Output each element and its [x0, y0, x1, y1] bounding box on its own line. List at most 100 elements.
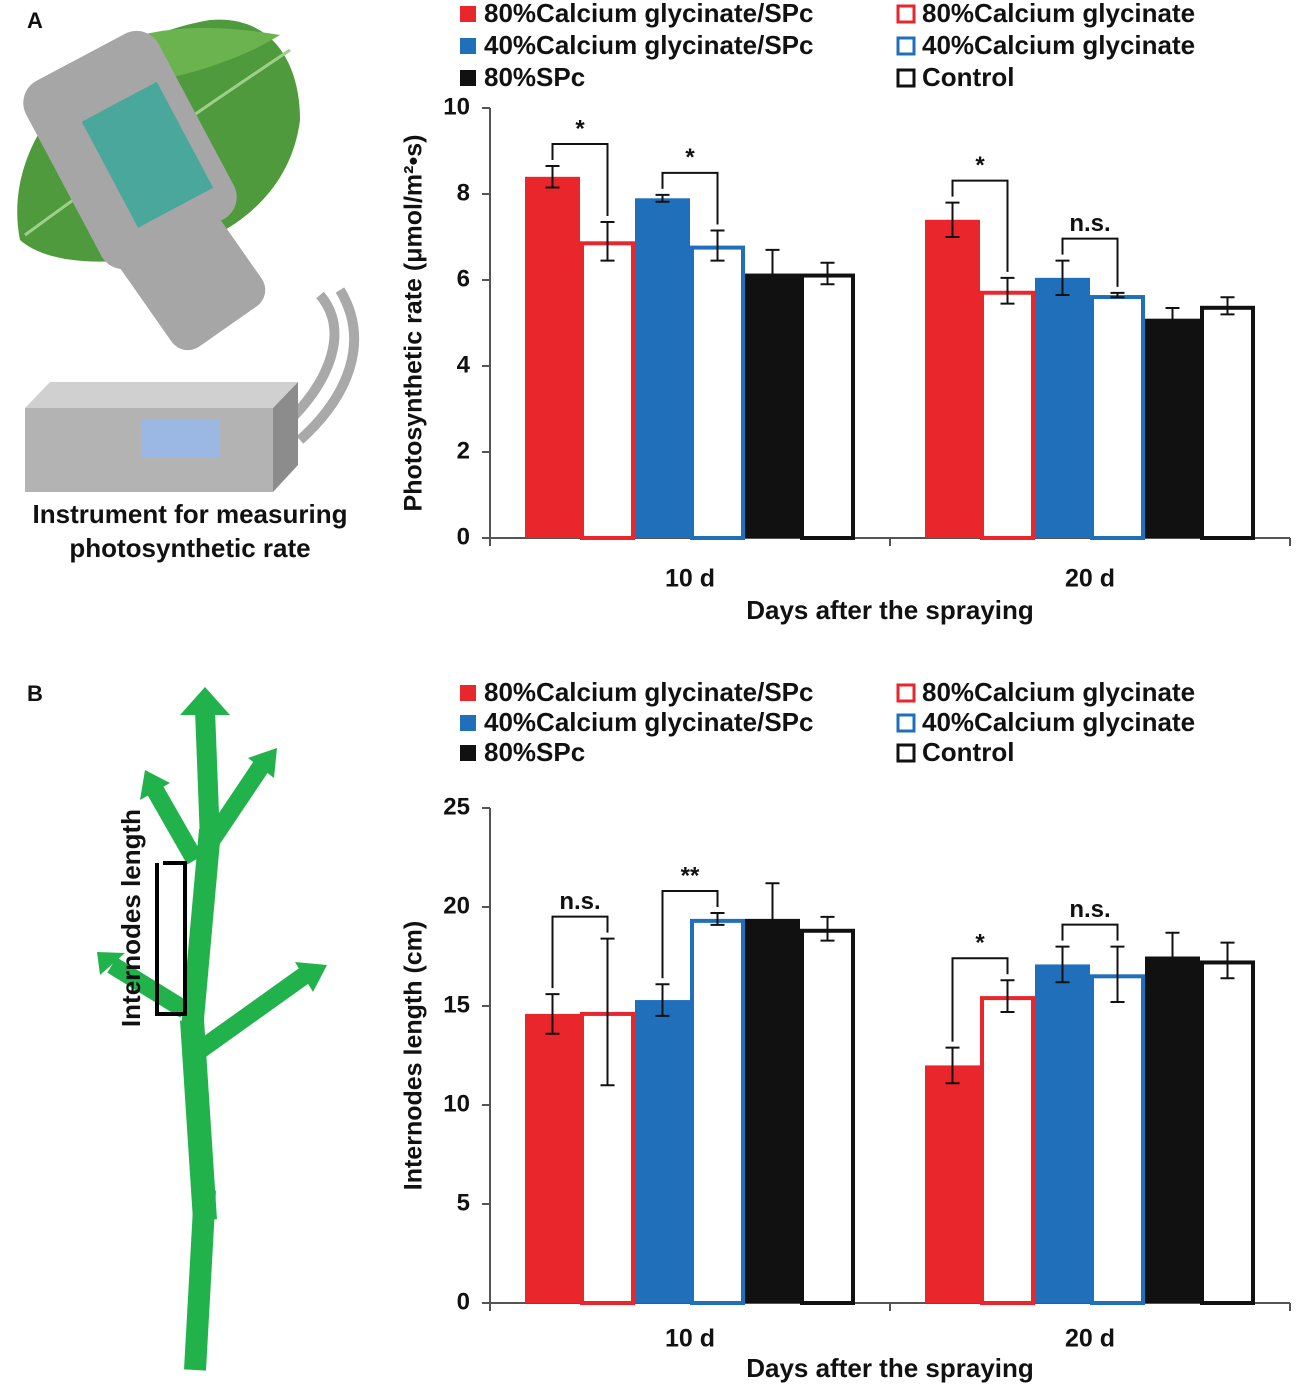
error-bar [1165, 306, 1180, 331]
panel-label: A [27, 8, 43, 33]
y-tick-label: 10 [443, 1090, 470, 1117]
y-tick-label: 20 [443, 892, 470, 919]
y-tick-label: 15 [443, 991, 470, 1018]
error-bar [1165, 931, 1180, 982]
error-bar [600, 220, 615, 262]
error-bar [820, 915, 835, 942]
y-tick-label: 8 [457, 179, 470, 206]
bar [800, 928, 855, 1306]
significance-label: n.s. [559, 888, 600, 915]
panel-label: B [27, 681, 43, 706]
illustration-caption: Internodes length [116, 809, 146, 1027]
bar [1035, 277, 1090, 538]
legend-label: 80%Calcium glycinate [922, 0, 1195, 28]
significance-bracket [551, 915, 609, 989]
bar [745, 273, 800, 538]
legend-label: 40%Calcium glycinate/SPc [484, 30, 813, 60]
y-tick-label: 25 [443, 793, 470, 820]
bar [525, 1013, 580, 1303]
error-bar [1000, 979, 1015, 1013]
significance-bracket [551, 143, 609, 216]
legend-label: 40%Calcium glycinate [922, 30, 1195, 60]
error-bar [1220, 296, 1235, 316]
y-axis-label: Photosynthetic rate (μmol/m²•s) [400, 135, 428, 512]
bar [690, 245, 745, 540]
y-tick-label: 4 [457, 351, 471, 378]
y-tick-label: 0 [457, 1288, 470, 1315]
error-bar [1055, 945, 1070, 984]
legend-swatch [460, 38, 476, 54]
x-axis-label: Days after the spraying [746, 1353, 1034, 1383]
significance-bracket [951, 179, 1009, 272]
bar [1090, 974, 1145, 1305]
bar [580, 241, 635, 541]
bar [635, 1000, 690, 1303]
significance-bracket [1061, 237, 1119, 287]
significance-label: * [975, 930, 985, 957]
legend-label: 40%Calcium glycinate [922, 707, 1195, 737]
significance-label: * [975, 152, 985, 179]
legend-label: 80%Calcium glycinate [922, 677, 1195, 707]
error-bar [545, 165, 560, 189]
x-tick-label: 10 d [665, 565, 715, 593]
error-bar [1055, 259, 1070, 297]
legend-swatch [896, 36, 916, 56]
y-tick-label: 10 [443, 93, 470, 120]
bar [1200, 305, 1255, 540]
error-bar [655, 193, 670, 203]
illustration-caption: photosynthetic rate [69, 533, 310, 563]
error-bar [710, 229, 725, 262]
bar [980, 996, 1035, 1305]
significance-label: * [575, 115, 585, 142]
bar [925, 219, 980, 539]
significance-label: ** [681, 862, 700, 889]
significance-bracket [951, 957, 1009, 1042]
error-bar [1110, 291, 1125, 299]
bar [525, 176, 580, 539]
bar [925, 1065, 980, 1303]
legend-swatch [460, 745, 476, 761]
legend-label: Control [922, 737, 1014, 767]
illustration-caption: Instrument for measuring [33, 499, 348, 529]
y-tick-label: 5 [457, 1189, 470, 1216]
error-bar [1000, 276, 1015, 305]
significance-label: n.s. [1069, 896, 1110, 923]
error-bar [765, 882, 780, 956]
error-bar [655, 983, 670, 1017]
y-tick-label: 6 [457, 265, 470, 292]
x-tick-label: 10 d [665, 1325, 715, 1353]
bar [690, 918, 745, 1305]
legend-label: 80%SPc [484, 737, 585, 767]
significance-label: n.s. [1069, 210, 1110, 237]
y-axis-label: Internodes length (cm) [400, 921, 428, 1190]
bar [635, 198, 690, 539]
error-bar [765, 248, 780, 299]
legend-label: 40%Calcium glycinate/SPc [484, 707, 813, 737]
bar [745, 918, 800, 1303]
legend-label: 80%SPc [484, 62, 585, 92]
instrument-illustration [23, 30, 359, 492]
plant-illustration [97, 687, 327, 1371]
x-axis-label: Days after the spraying [746, 595, 1034, 625]
error-bar [945, 1046, 960, 1085]
bar [1090, 295, 1145, 540]
bar [980, 290, 1035, 540]
significance-bracket [1061, 923, 1119, 941]
error-bar [1220, 941, 1235, 980]
legend-swatch [896, 743, 916, 763]
legend-label: Control [922, 62, 1014, 92]
legend-swatch [460, 6, 476, 22]
bar [1035, 964, 1090, 1303]
legend-swatch [896, 713, 916, 733]
error-bar [600, 937, 615, 1087]
x-tick-label: 20 d [1065, 565, 1115, 593]
x-tick-label: 20 d [1065, 1325, 1115, 1353]
significance-bracket [661, 171, 719, 225]
y-tick-label: 2 [457, 437, 470, 464]
error-bar [820, 261, 835, 286]
legend-swatch [460, 685, 476, 701]
bar [1145, 318, 1200, 538]
error-bar [545, 993, 560, 1035]
